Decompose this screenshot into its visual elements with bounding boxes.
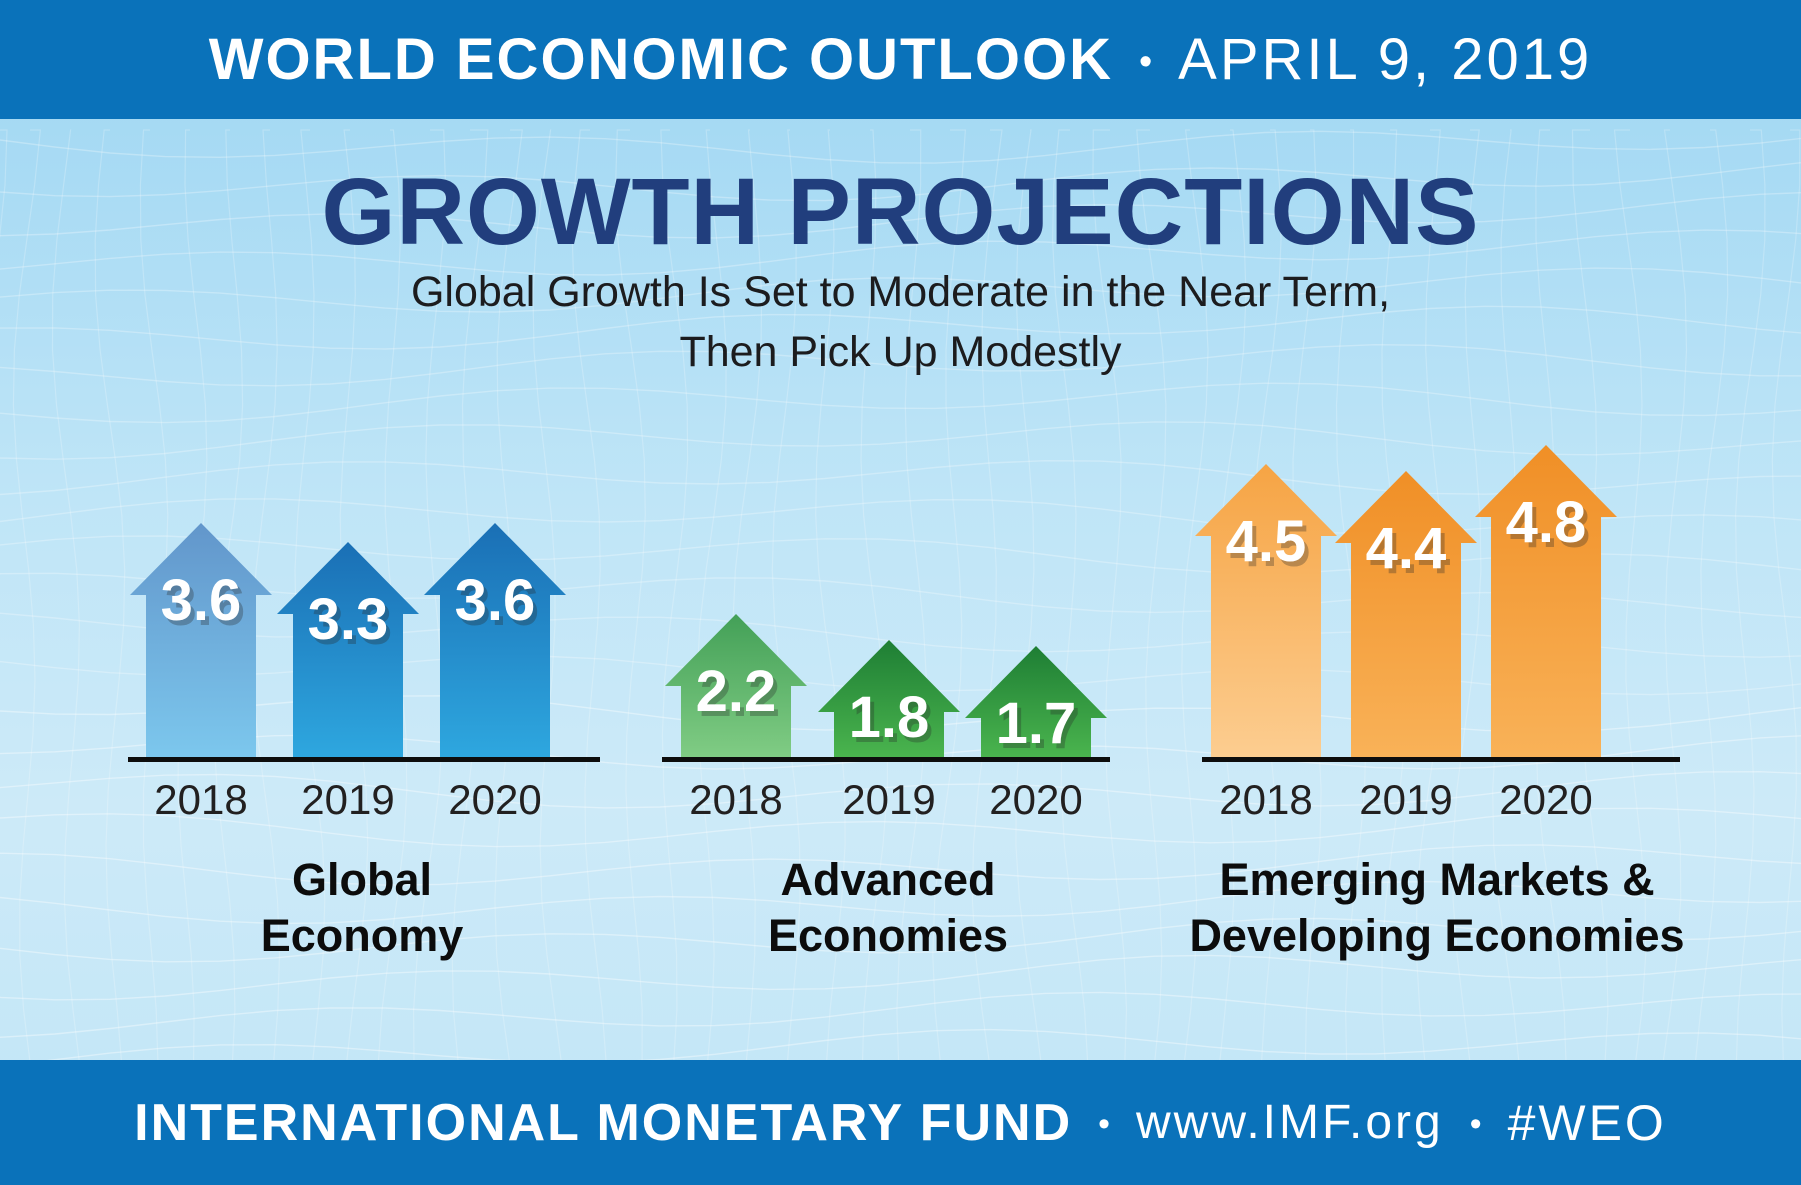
subtitle-line-1: Global Growth Is Set to Moderate in the …: [410, 268, 1391, 316]
value-label-2018-emerging-markets-developing-economies: 4.5: [1225, 509, 1307, 574]
year-label-2018-emerging-markets-developing-economies: 2018: [1219, 776, 1313, 823]
imf-url-text: www.IMF.org: [1136, 1096, 1444, 1149]
arrow-2018-emerging-markets-developing-economies: [1195, 464, 1337, 757]
year-label-2018-global-economy: 2018: [154, 776, 248, 823]
value-label-2018-global-economy: 3.6: [160, 568, 242, 633]
separator-dot-icon: •: [1469, 1105, 1482, 1143]
value-label-2018-advanced-economies: 2.2: [695, 659, 777, 724]
value-label-2020-advanced-economies: 1.7: [995, 691, 1077, 756]
group-label-emerging-markets-developing-economies-line-1: Emerging Markets &: [1219, 854, 1655, 905]
value-label-2019-global-economy: 3.3: [307, 587, 389, 652]
group-label-emerging-markets-developing-economies-line-2: Developing Economies: [1189, 910, 1685, 961]
arrow-2019-emerging-markets-developing-economies: [1335, 471, 1477, 757]
group-label-global-economy-line-2: Economy: [260, 910, 464, 961]
year-label-2019-emerging-markets-developing-economies: 2019: [1359, 776, 1453, 823]
group-label-advanced-economies-line-2: Economies: [767, 910, 1009, 961]
arrow-2018-global-economy: [130, 523, 272, 757]
page-subtitle: Global Growth Is Set to Moderate in the …: [0, 262, 1801, 382]
value-label-2019-emerging-markets-developing-economies: 4.4: [1365, 516, 1447, 581]
group-label-global-economy-line-1: Global: [291, 854, 432, 905]
top-banner: WORLD ECONOMIC OUTLOOK • APRIL 9, 2019: [0, 0, 1801, 119]
year-label-2020-advanced-economies: 2020: [989, 776, 1083, 823]
subtitle-line-2: Then Pick Up Modestly: [679, 328, 1122, 376]
bottom-banner: INTERNATIONAL MONETARY FUND • www.IMF.or…: [0, 1060, 1801, 1185]
weo-date-text: APRIL 9, 2019: [1178, 27, 1593, 92]
year-label-2018-advanced-economies: 2018: [689, 776, 783, 823]
year-label-2020-global-economy: 2020: [448, 776, 542, 823]
baseline-emerging-markets-developing-economies: [1202, 757, 1680, 762]
imf-name-text: INTERNATIONAL MONETARY FUND: [134, 1093, 1073, 1152]
weo-title-text: WORLD ECONOMIC OUTLOOK: [208, 27, 1113, 92]
arrow-2020-emerging-markets-developing-economies: [1475, 445, 1617, 757]
year-label-2019-global-economy: 2019: [301, 776, 395, 823]
arrow-2020-advanced-economies: [965, 646, 1107, 757]
page-title: GROWTH PROJECTIONS: [321, 159, 1480, 265]
separator-dot-icon: •: [1138, 40, 1153, 82]
value-label-2020-global-economy: 3.6: [454, 568, 536, 633]
arrow-2019-advanced-economies: [818, 640, 960, 757]
value-label-2019-advanced-economies: 1.8: [848, 685, 930, 750]
arrow-2019-global-economy: [277, 542, 419, 757]
separator-dot-icon: •: [1098, 1105, 1110, 1143]
weo-hashtag-text: #WEO: [1507, 1094, 1667, 1151]
year-label-2020-emerging-markets-developing-economies: 2020: [1499, 776, 1593, 823]
arrow-2020-global-economy: [424, 523, 566, 757]
arrow-2018-advanced-economies: [665, 614, 807, 757]
year-label-2019-advanced-economies: 2019: [842, 776, 936, 823]
baseline-global-economy: [128, 757, 600, 762]
value-label-2020-emerging-markets-developing-economies: 4.8: [1505, 490, 1587, 555]
group-label-advanced-economies-line-1: Advanced: [780, 854, 996, 905]
baseline-advanced-economies: [662, 757, 1110, 762]
